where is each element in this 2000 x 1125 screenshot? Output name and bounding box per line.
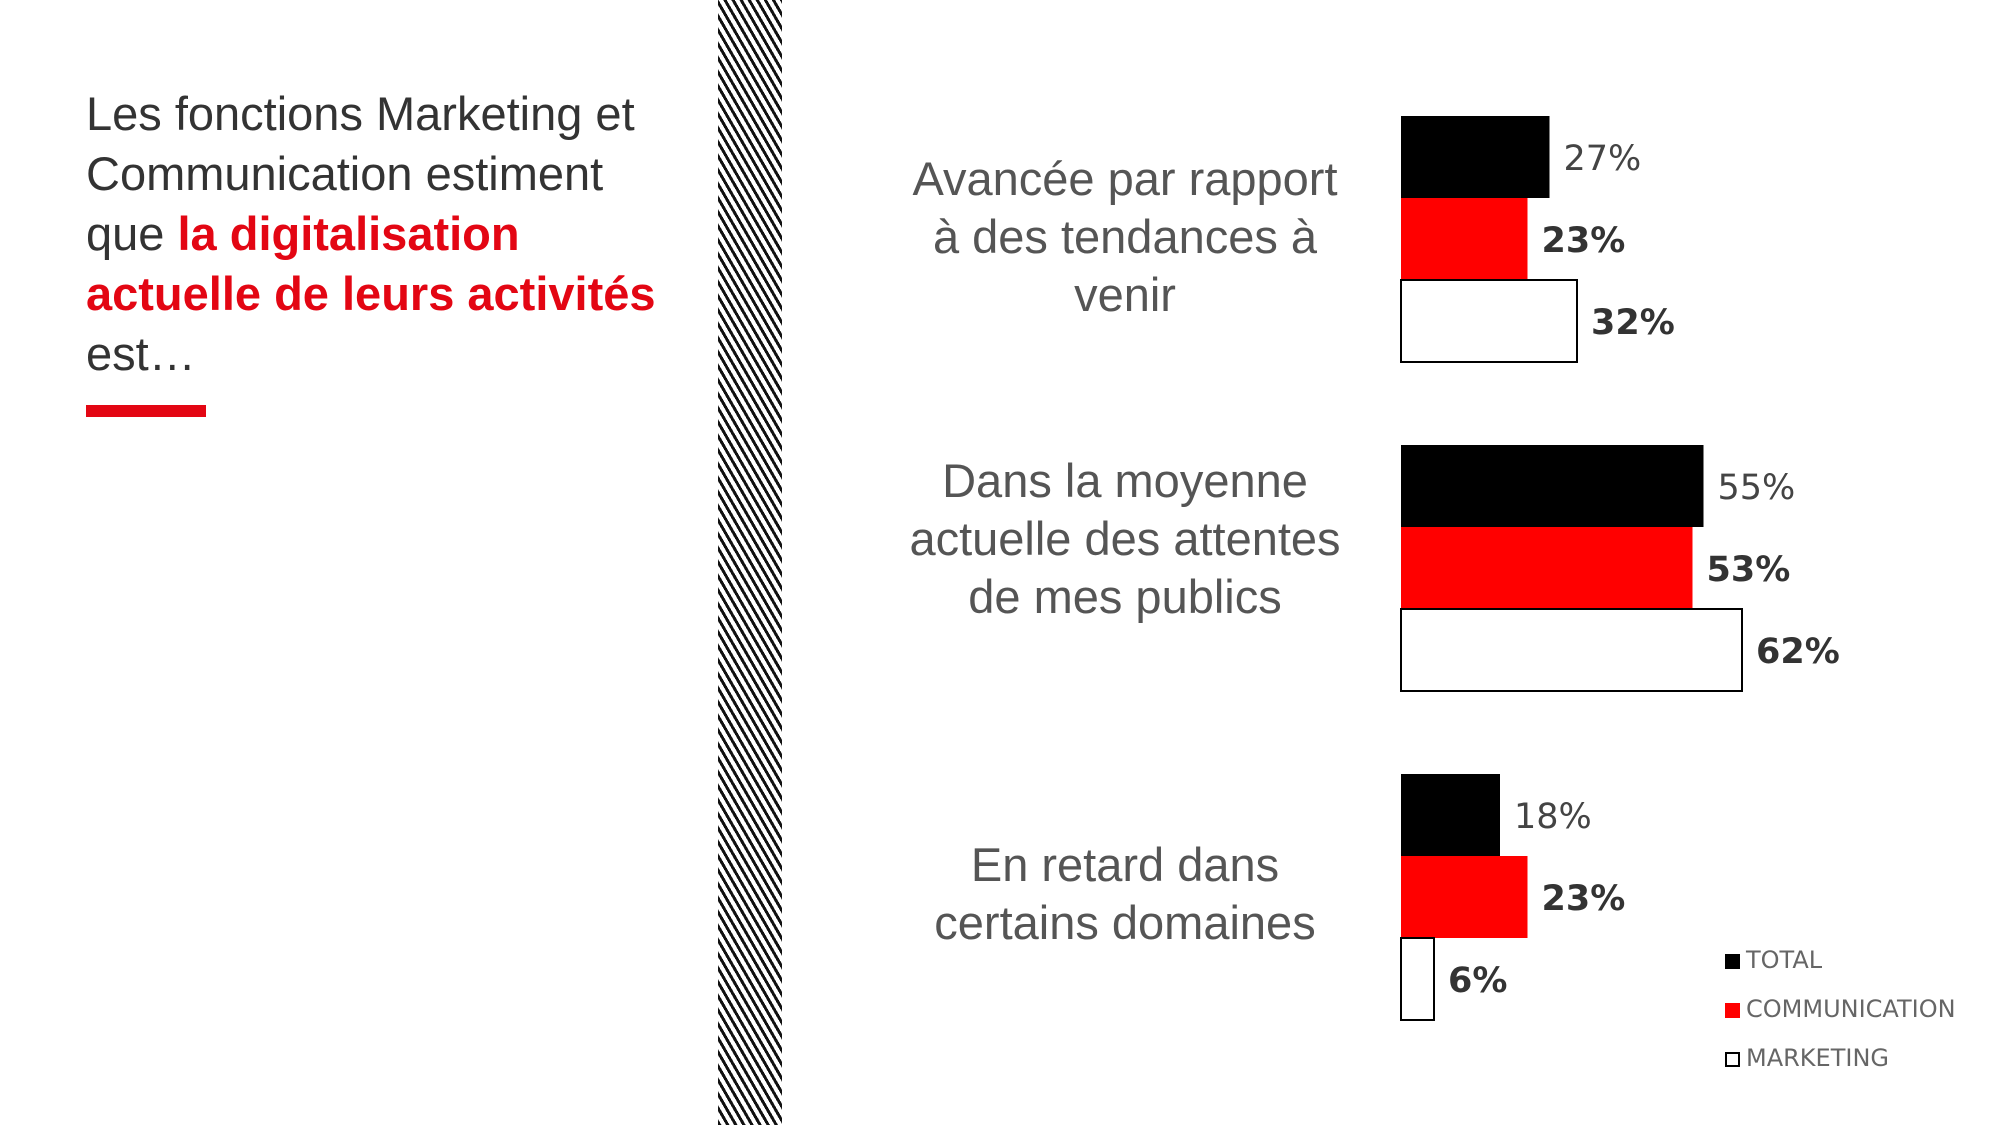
data-label-total-3: 18% bbox=[1514, 797, 1592, 837]
data-label-marketing-1: 32% bbox=[1591, 303, 1675, 343]
legend-swatch-communication bbox=[1725, 1003, 1740, 1018]
legend-swatch-total bbox=[1725, 954, 1740, 969]
data-label-total-1: 27% bbox=[1564, 139, 1642, 179]
category-label-average: Dans la moyenne actuelle des attentes de… bbox=[909, 454, 1341, 623]
data-label-marketing-3: 6% bbox=[1448, 961, 1507, 1001]
bar-communication-2 bbox=[1401, 527, 1693, 609]
headline-text-1: Les fonctions Marketing et Communication… bbox=[86, 87, 635, 260]
headline: Les fonctions Marketing et Communication… bbox=[86, 84, 686, 384]
bar-total-1 bbox=[1401, 116, 1550, 198]
legend-item-marketing: MARKETING bbox=[1725, 1043, 1956, 1073]
bar-communication-1 bbox=[1401, 198, 1528, 280]
category-label-behind: En retard dans certains domaines bbox=[934, 838, 1316, 949]
data-label-communication-1: 23% bbox=[1542, 221, 1626, 261]
bar-total-3 bbox=[1401, 774, 1500, 856]
category-label-ahead: Avancée par rapport à des tendances à ve… bbox=[912, 152, 1338, 321]
legend-item-communication: COMMUNICATION bbox=[1725, 994, 1956, 1024]
data-label-marketing-2: 62% bbox=[1756, 632, 1840, 672]
bar-communication-3 bbox=[1401, 856, 1528, 938]
legend-item-total: TOTAL bbox=[1725, 945, 1956, 975]
hatched-divider bbox=[718, 0, 782, 1125]
legend-label-total: TOTAL bbox=[1746, 946, 1823, 974]
bar-marketing-2 bbox=[1400, 608, 1743, 692]
headline-highlight: la digitalisation actuelle de leurs acti… bbox=[86, 207, 656, 320]
data-label-communication-2: 53% bbox=[1707, 550, 1791, 590]
bar-marketing-1 bbox=[1400, 279, 1578, 363]
data-label-total-2: 55% bbox=[1718, 468, 1796, 508]
accent-bar bbox=[86, 405, 206, 417]
bar-total-2 bbox=[1401, 445, 1704, 527]
legend: TOTAL COMMUNICATION MARKETING bbox=[1725, 945, 1956, 1092]
legend-label-communication: COMMUNICATION bbox=[1746, 995, 1956, 1023]
bar-marketing-3 bbox=[1400, 937, 1435, 1021]
legend-swatch-marketing bbox=[1725, 1052, 1740, 1067]
headline-text-2: est… bbox=[86, 327, 196, 380]
legend-label-marketing: MARKETING bbox=[1746, 1044, 1889, 1072]
data-label-communication-3: 23% bbox=[1542, 879, 1626, 919]
